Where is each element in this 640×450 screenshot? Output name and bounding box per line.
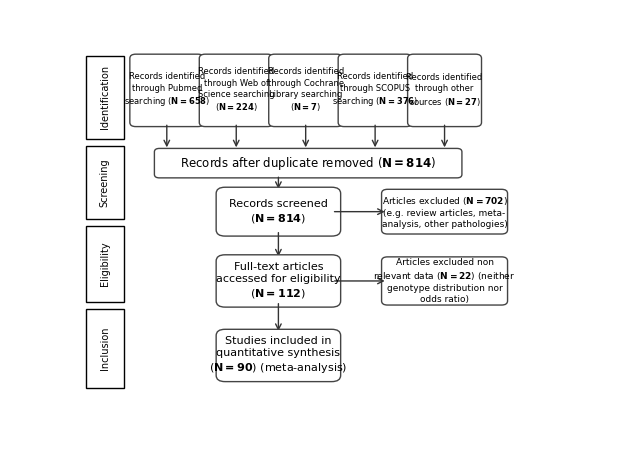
Text: Full-text articles
accessed for eligibility
($\mathbf{N=112}$): Full-text articles accessed for eligibil… <box>216 262 340 300</box>
FancyBboxPatch shape <box>86 56 124 139</box>
Text: Identification: Identification <box>100 65 110 130</box>
FancyBboxPatch shape <box>338 54 412 126</box>
FancyBboxPatch shape <box>216 329 340 382</box>
Text: Records identified
through SCOPUS
searching ($\mathbf{N=376}$): Records identified through SCOPUS search… <box>332 72 418 108</box>
FancyBboxPatch shape <box>130 54 204 126</box>
FancyBboxPatch shape <box>216 187 340 236</box>
Text: Records identified
through Web of
Science searching
($\mathbf{N=224}$): Records identified through Web of Scienc… <box>198 68 275 113</box>
Text: Records identified
through Pubmed
searching ($\mathbf{N=658}$): Records identified through Pubmed search… <box>124 72 210 108</box>
FancyBboxPatch shape <box>408 54 481 126</box>
FancyBboxPatch shape <box>86 225 124 302</box>
Text: Records identified
through Cochrane
Library searching
($\mathbf{N=7}$): Records identified through Cochrane Libr… <box>268 68 344 113</box>
Text: Articles excluded ($\mathbf{N=702}$)
(e.g. review articles, meta-
analysis, othe: Articles excluded ($\mathbf{N=702}$) (e.… <box>381 194 508 229</box>
FancyBboxPatch shape <box>86 146 124 219</box>
Text: Studies included in
quantitative synthesis
($\mathbf{N=90}$) (meta-analysis): Studies included in quantitative synthes… <box>209 336 348 375</box>
Text: Records identified
through other
sources ($\mathbf{N=27}$): Records identified through other sources… <box>406 73 483 108</box>
FancyBboxPatch shape <box>86 309 124 388</box>
Text: Records screened
($\mathbf{N=814}$): Records screened ($\mathbf{N=814}$) <box>229 199 328 225</box>
FancyBboxPatch shape <box>381 257 508 305</box>
Text: Articles excluded non
relevant data ($\mathbf{N=22}$) (neither
genotype distribu: Articles excluded non relevant data ($\m… <box>374 258 516 304</box>
Text: Screening: Screening <box>100 158 110 207</box>
Text: Eligibility: Eligibility <box>100 241 110 286</box>
Text: Records after duplicate removed ($\mathbf{N=814}$): Records after duplicate removed ($\mathb… <box>180 155 436 171</box>
Text: Inclusion: Inclusion <box>100 327 110 370</box>
FancyBboxPatch shape <box>199 54 273 126</box>
FancyBboxPatch shape <box>381 189 508 234</box>
FancyBboxPatch shape <box>269 54 342 126</box>
FancyBboxPatch shape <box>216 255 340 307</box>
FancyBboxPatch shape <box>154 148 462 178</box>
